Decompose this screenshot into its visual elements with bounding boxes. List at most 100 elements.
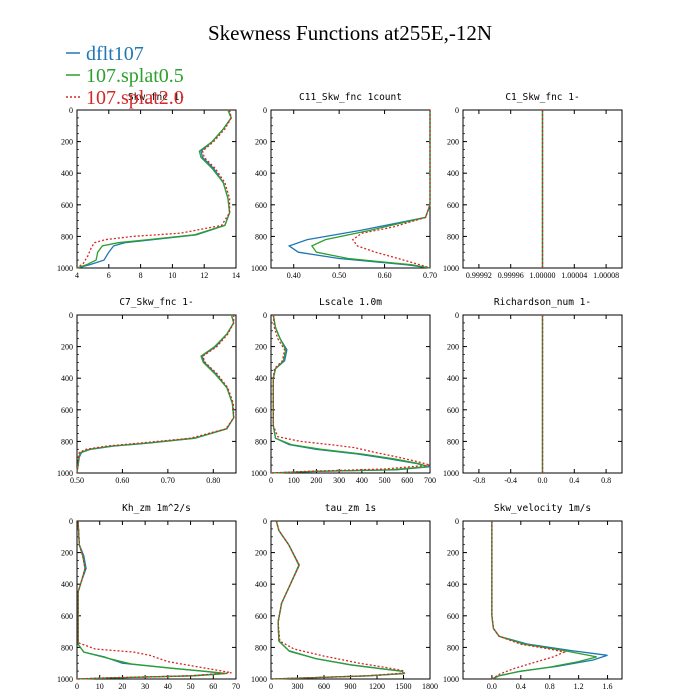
y-tick-label: 1000 [251,675,267,684]
x-tick-label: 1.00000 [530,271,556,280]
x-tick-label: 1500 [396,682,412,691]
y-tick-label: 0 [263,311,267,320]
y-tick-label: 400 [447,580,459,589]
x-tick-label: 600 [401,476,413,485]
x-tick-label: 40 [164,682,172,691]
y-tick-label: 800 [447,643,459,652]
x-tick-label: 1800 [422,682,438,691]
x-tick-label: 600 [318,682,330,691]
x-tick-label: 300 [333,476,345,485]
x-tick-label: 4 [75,271,79,280]
series-line [76,520,232,680]
x-tick-label: 300 [292,682,304,691]
y-tick-label: 800 [255,232,267,241]
y-tick-label: 600 [255,612,267,621]
y-tick-label: 0 [69,106,73,115]
y-tick-label: 600 [255,201,267,210]
x-tick-label: 500 [379,476,391,485]
x-tick-label: 60 [209,682,217,691]
y-tick-label: 800 [61,232,73,241]
x-tick-label: 0.50 [70,476,84,485]
x-tick-label: 50 [187,682,195,691]
x-tick-label: 0.60 [115,476,129,485]
y-tick-label: 0 [263,106,267,115]
y-tick-label: 0 [263,517,267,526]
panel-title: C1_Skw_fnc 1- [505,92,579,103]
y-tick-label: 400 [447,374,459,383]
series-line [76,109,232,269]
x-tick-label: 0.70 [423,271,437,280]
x-tick-label: 0 [269,682,273,691]
plot-frame [462,520,623,680]
y-tick-label: 200 [61,138,73,147]
panel-title: Skw_fnc 1- [128,92,185,103]
legend-label: 107.splat2.0 [86,87,184,109]
figure-title: Skewness Functions at255E,-12N [208,21,492,45]
y-tick-label: 600 [255,406,267,415]
x-tick-label: 0.80 [206,476,220,485]
plot-frame [76,520,237,680]
y-tick-label: 800 [447,437,459,446]
x-tick-label: 0 [75,682,79,691]
x-tick-label: 20 [118,682,126,691]
y-tick-label: 800 [255,643,267,652]
x-tick-label: 1200 [369,682,385,691]
x-tick-label: -0.8 [473,476,486,485]
series-line [76,109,232,269]
y-tick-label: 200 [255,343,267,352]
x-tick-label: 0.50 [332,271,346,280]
y-tick-label: 1000 [251,264,267,273]
x-tick-label: 6 [107,271,111,280]
y-tick-label: 400 [255,580,267,589]
y-tick-label: 200 [255,138,267,147]
y-tick-label: 0 [69,517,73,526]
series-line [351,110,431,269]
x-tick-label: 10 [96,682,104,691]
plot-frame [270,520,431,680]
panel-title: C11_Skw_fnc 1count [299,92,402,103]
series-line [287,110,431,269]
y-tick-label: 400 [255,374,267,383]
y-tick-label: 200 [61,549,73,558]
y-tick-label: 200 [447,343,459,352]
y-tick-label: 600 [61,612,73,621]
y-tick-label: 1000 [57,675,73,684]
y-tick-label: 1000 [443,469,459,478]
x-tick-label: 0.99992 [466,271,492,280]
y-tick-label: 0 [455,311,459,320]
series-line [76,314,235,474]
series-line [270,314,431,474]
legend-label: 107.splat0.5 [86,65,184,87]
y-tick-label: 1000 [57,469,73,478]
y-tick-label: 600 [447,201,459,210]
x-tick-label: 0.60 [378,271,392,280]
chart-panel: C1_Skw_fnc 1- 0 200 400 600 800 1000 0.99992 0.9… [443,92,623,280]
y-tick-label: 600 [447,406,459,415]
series-line [76,315,235,474]
x-tick-label: 1.00004 [561,271,587,280]
y-tick-label: 200 [61,343,73,352]
x-tick-label: 14 [232,271,240,280]
x-tick-label: 0 [269,476,273,485]
x-tick-label: 1.00008 [593,271,619,280]
y-tick-label: 800 [255,437,267,446]
y-tick-label: 400 [61,169,73,178]
y-tick-label: 600 [447,612,459,621]
y-tick-label: 200 [447,549,459,558]
series-line [270,520,405,680]
x-tick-label: 12 [200,271,208,280]
y-tick-label: 200 [447,138,459,147]
series-line [76,314,235,474]
y-tick-label: 0 [455,106,459,115]
panel-title: Richardson_num 1- [494,297,591,308]
y-tick-label: 400 [255,169,267,178]
y-tick-label: 800 [61,643,73,652]
x-tick-label: 0.70 [161,476,175,485]
chart-panel: Skw_velocity 1m/s 0 200 400 600 800 1000 0.0 0.4… [443,503,623,691]
legend-label: dflt107 [86,43,144,65]
